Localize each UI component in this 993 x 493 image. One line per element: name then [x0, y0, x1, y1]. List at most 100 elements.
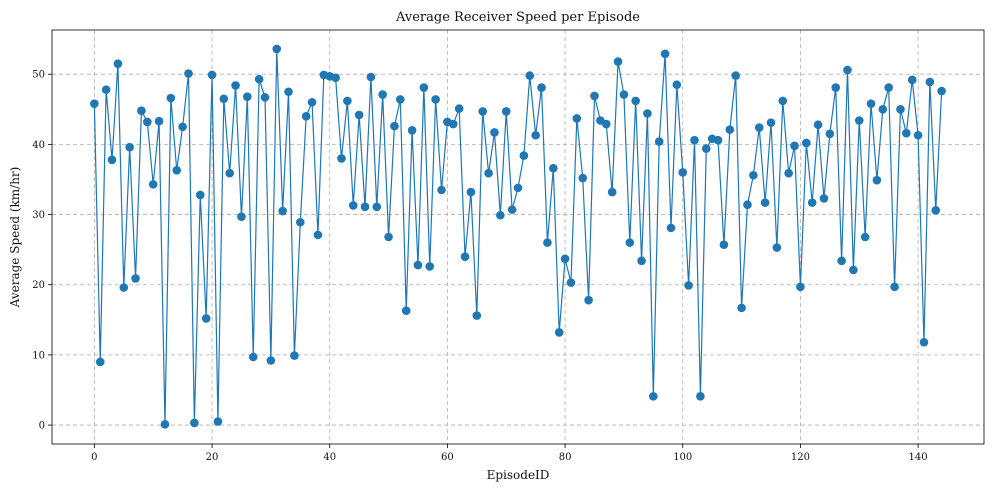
chart-title: Average Receiver Speed per Episode — [395, 10, 640, 25]
x-tick-label: 60 — [441, 452, 454, 463]
data-point — [731, 71, 740, 80]
data-point — [460, 252, 470, 261]
data-point — [849, 265, 858, 275]
data-point — [507, 205, 517, 214]
data-point — [907, 75, 917, 85]
data-point — [666, 223, 676, 233]
data-point — [160, 420, 170, 429]
data-point — [737, 303, 746, 313]
data-point — [278, 206, 287, 216]
data-point — [831, 83, 841, 92]
data-point — [354, 110, 364, 120]
x-tick-label: 100 — [673, 452, 692, 463]
data-point — [566, 278, 576, 287]
data-point — [90, 99, 99, 108]
data-point — [837, 256, 846, 266]
data-point — [537, 83, 546, 92]
data-point — [913, 130, 923, 140]
data-point — [466, 187, 476, 197]
data-point — [843, 65, 852, 75]
data-point — [766, 118, 776, 127]
data-point — [825, 129, 835, 139]
data-point — [637, 256, 646, 266]
data-point — [296, 217, 305, 227]
data-point — [854, 116, 864, 125]
data-point — [454, 104, 464, 113]
data-point — [407, 126, 417, 135]
grid — [52, 30, 984, 444]
data-point — [425, 262, 435, 271]
data-point — [413, 260, 423, 270]
data-point — [760, 198, 770, 207]
data-point — [531, 130, 540, 140]
data-point — [896, 104, 905, 114]
data-point — [107, 155, 117, 165]
x-tick-label: 80 — [559, 452, 572, 463]
data-point — [372, 202, 382, 212]
data-point — [890, 282, 899, 292]
data-point — [919, 337, 929, 347]
data-point — [248, 352, 258, 362]
data-point — [584, 295, 593, 305]
data-point — [343, 96, 352, 106]
data-point — [207, 70, 217, 80]
y-tick-label: 40 — [32, 140, 45, 151]
data-point — [307, 97, 317, 107]
data-point — [754, 123, 764, 132]
x-tick-label: 0 — [91, 452, 97, 463]
data-point — [266, 356, 276, 365]
data-point — [696, 391, 705, 401]
data-point — [154, 116, 164, 126]
data-point — [672, 80, 682, 90]
data-point — [607, 187, 617, 197]
data-point — [872, 175, 882, 185]
data-point — [378, 90, 387, 99]
data-point — [166, 93, 176, 103]
data-point — [125, 142, 134, 152]
data-point — [878, 104, 888, 114]
data-point — [490, 128, 499, 137]
data-point — [866, 99, 876, 108]
data-point — [366, 72, 376, 82]
data-point — [484, 168, 493, 178]
data-point — [272, 44, 282, 54]
data-point — [937, 86, 946, 96]
data-point — [802, 138, 811, 148]
data-point — [660, 49, 670, 59]
data-point — [337, 154, 346, 163]
data-point — [625, 238, 635, 247]
data-point — [501, 107, 511, 116]
y-tick-label: 30 — [32, 210, 45, 221]
data-point — [437, 185, 446, 195]
data-point — [290, 351, 299, 360]
data-point — [360, 202, 370, 212]
data-point — [431, 95, 440, 104]
data-point — [807, 198, 817, 207]
data-point — [331, 73, 340, 83]
data-point — [743, 200, 752, 210]
data-point — [137, 106, 146, 115]
data-point — [384, 232, 393, 242]
data-point — [190, 418, 199, 428]
data-point — [649, 391, 658, 401]
data-point — [749, 170, 758, 180]
data-point — [496, 210, 505, 220]
data-point — [519, 151, 529, 160]
data-point — [525, 71, 535, 80]
data-point — [902, 128, 911, 138]
data-point — [725, 125, 735, 134]
x-tick-label: 20 — [206, 452, 219, 463]
data-point — [396, 95, 405, 104]
data-point — [601, 119, 611, 129]
data-point — [219, 94, 229, 104]
data-point — [95, 357, 105, 367]
data-point — [690, 135, 699, 145]
data-point — [778, 96, 788, 106]
data-point — [590, 91, 599, 101]
x-tick-label: 120 — [791, 452, 810, 463]
data-point — [790, 141, 799, 151]
data-point — [713, 135, 723, 145]
x-tick-label: 140 — [909, 452, 928, 463]
x-axis-label: EpisodeID — [487, 468, 550, 482]
